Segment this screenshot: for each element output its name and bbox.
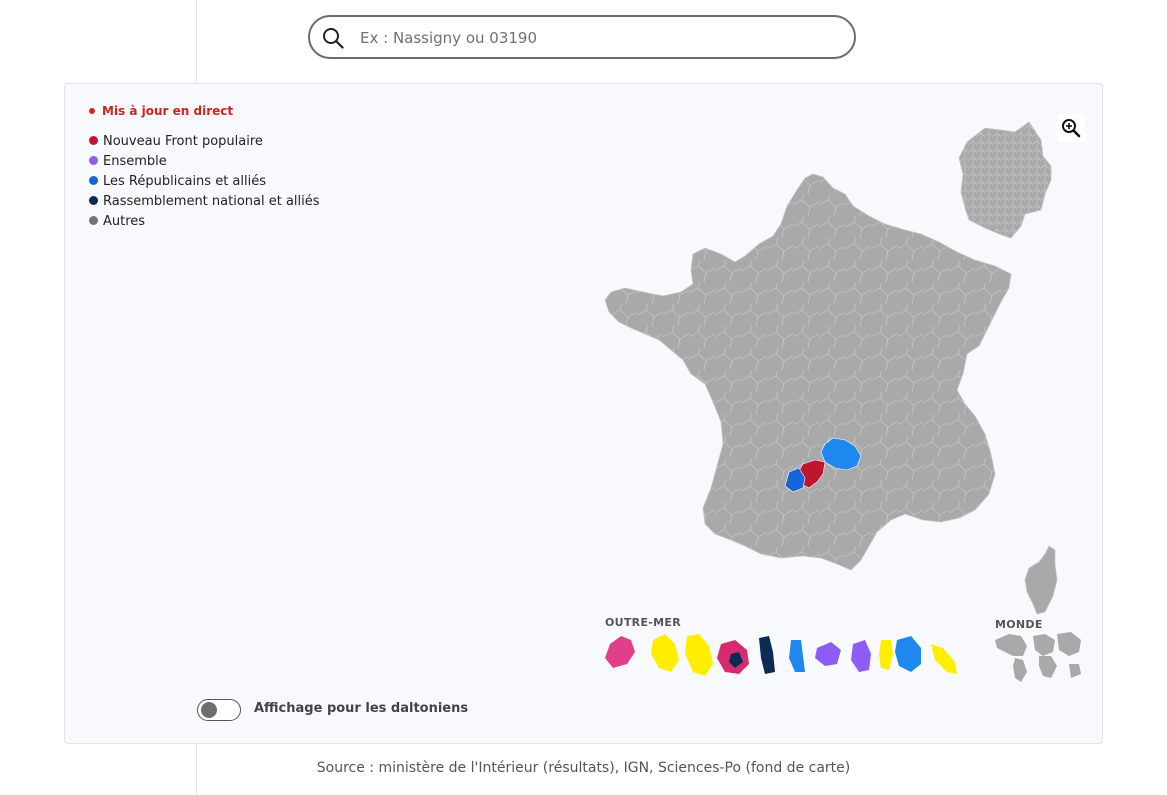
search-icon — [323, 28, 344, 49]
legend-swatch — [89, 176, 98, 185]
legend-swatch — [89, 136, 98, 145]
territory-3[interactable] — [685, 634, 713, 676]
territory-1[interactable] — [605, 636, 635, 668]
legend-label: Nouveau Front populaire — [103, 134, 263, 149]
corsica-map[interactable] — [1024, 545, 1058, 615]
colorblind-toggle-label: Affichage pour les daltoniens — [254, 701, 469, 716]
outremer-territories[interactable] — [605, 634, 957, 676]
monde-label: MONDE — [995, 618, 1043, 631]
constituency-lr[interactable] — [820, 437, 862, 471]
party-legend: Nouveau Front populaire Ensemble Les Rép… — [89, 132, 320, 232]
map-panel: Mis à jour en direct Nouveau Front popul… — [64, 83, 1103, 744]
world-minimap[interactable] — [995, 632, 1081, 682]
territory-9[interactable] — [879, 640, 893, 670]
france-map[interactable] — [65, 84, 1102, 743]
legend-item: Les Républicains et alliés — [89, 172, 320, 192]
source-credit: Source : ministère de l'Intérieur (résul… — [316, 760, 851, 776]
zoom-in-icon — [1062, 119, 1081, 138]
territory-10[interactable] — [895, 636, 921, 672]
constituency-lr-2[interactable] — [784, 467, 806, 493]
toggle-knob — [201, 702, 217, 718]
live-status: Mis à jour en direct — [89, 104, 233, 118]
column-divider-top — [196, 0, 197, 83]
legend-label: Autres — [103, 214, 146, 229]
legend-item: Nouveau Front populaire — [89, 132, 320, 152]
territory-8[interactable] — [851, 640, 871, 672]
search-box — [308, 15, 856, 59]
territory-6[interactable] — [789, 640, 805, 672]
territory-7[interactable] — [815, 642, 841, 666]
legend-label: Ensemble — [103, 154, 167, 169]
territory-4-inner[interactable] — [729, 652, 743, 668]
legend-swatch — [89, 196, 98, 205]
zoom-button[interactable] — [1057, 114, 1085, 142]
department-borders — [605, 174, 1011, 570]
column-divider-bottom — [196, 744, 197, 795]
legend-swatch — [89, 216, 98, 225]
live-dot-icon — [89, 107, 95, 114]
search-input[interactable] — [358, 23, 842, 53]
legend-label: Les Républicains et alliés — [103, 174, 267, 189]
territory-11[interactable] — [931, 644, 957, 674]
colorblind-toggle[interactable] — [197, 699, 241, 721]
territory-2[interactable] — [651, 634, 679, 672]
legend-item: Autres — [89, 212, 320, 232]
outremer-label: OUTRE-MER — [605, 616, 681, 629]
legend-label: Rassemblement national et alliés — [103, 194, 320, 209]
live-status-label: Mis à jour en direct — [102, 104, 234, 118]
territory-5[interactable] — [759, 636, 775, 674]
legend-swatch — [89, 156, 98, 165]
legend-item: Rassemblement national et alliés — [89, 192, 320, 212]
legend-item: Ensemble — [89, 152, 320, 172]
paris-inset-borders — [959, 122, 1051, 238]
